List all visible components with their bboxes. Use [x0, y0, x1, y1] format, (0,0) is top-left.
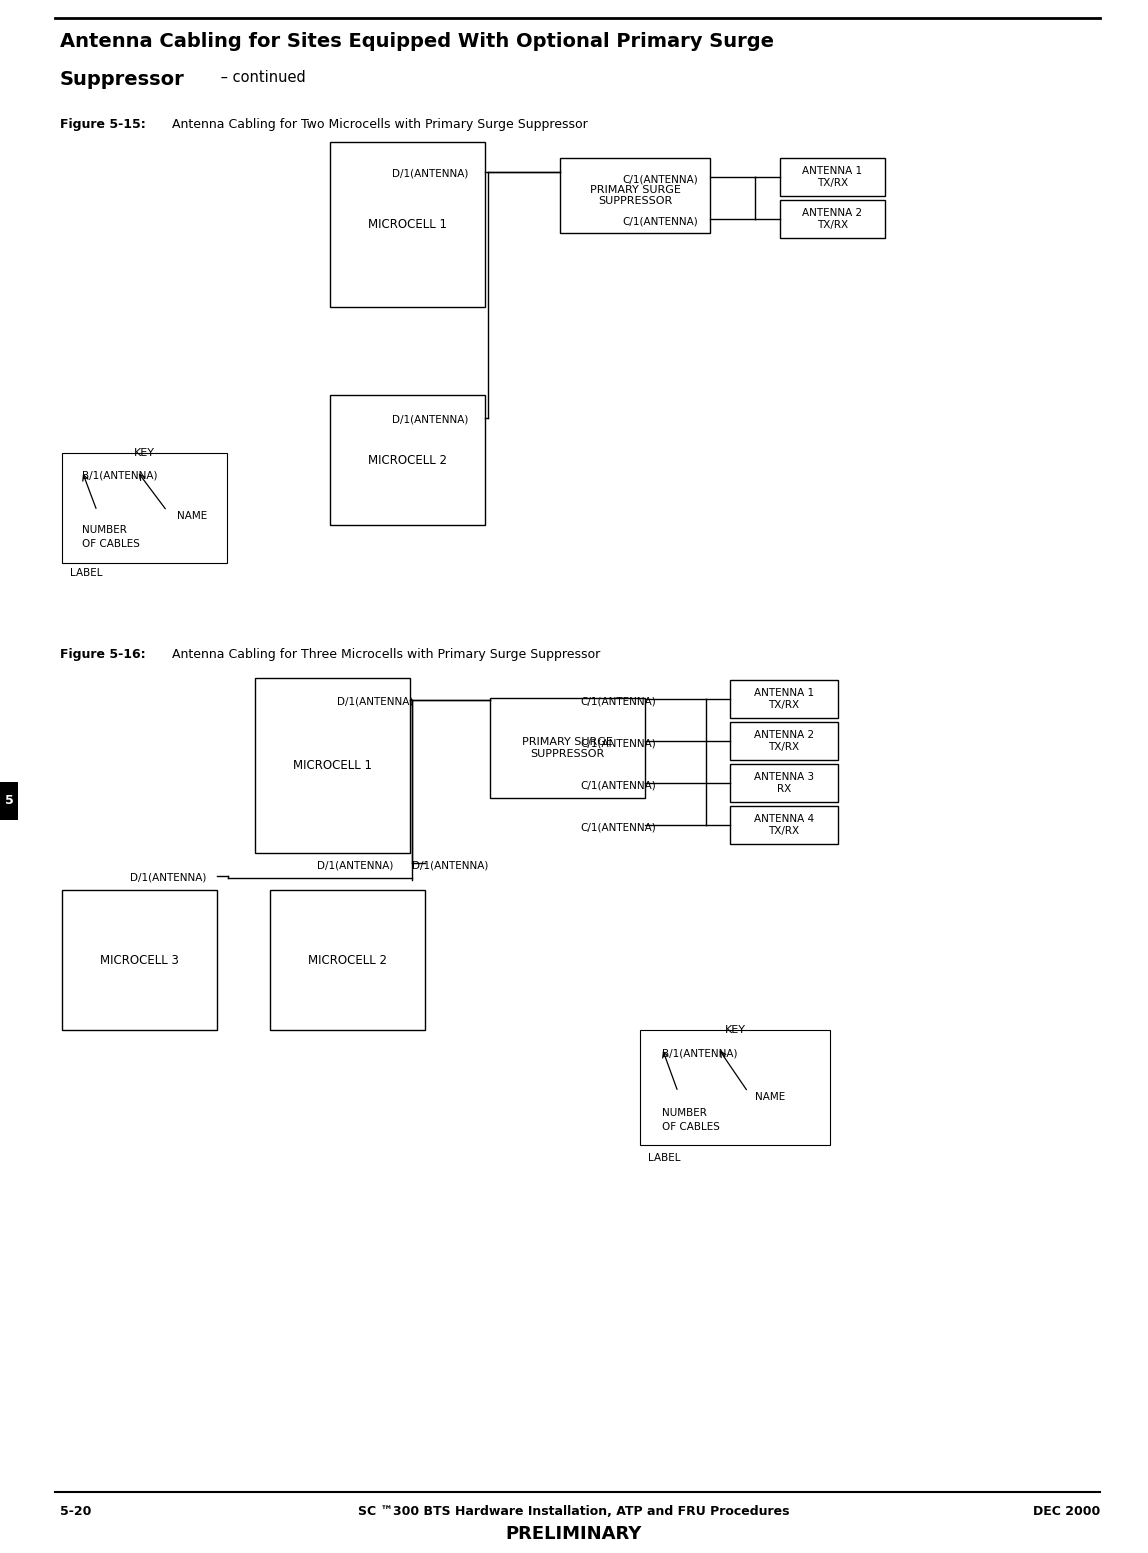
Bar [329, 394, 484, 525]
Text: Antenna Cabling for Sites Equipped With Optional Primary Surge: Antenna Cabling for Sites Equipped With … [60, 33, 774, 51]
Text: C/1(ANTENNA): C/1(ANTENNA) [580, 696, 656, 707]
Text: ANTENNA 3
RX: ANTENNA 3 RX [754, 772, 814, 794]
Text: OF CABLES: OF CABLES [82, 539, 140, 550]
Bar [779, 158, 885, 196]
Text: KEY: KEY [134, 447, 155, 458]
Text: MICROCELL 2: MICROCELL 2 [308, 954, 387, 966]
Text: ANTENNA 2
TX/RX: ANTENNA 2 TX/RX [754, 730, 814, 752]
Text: NUMBER: NUMBER [82, 525, 127, 534]
Text: LABEL: LABEL [70, 568, 102, 578]
Text: C/1(ANTENNA): C/1(ANTENNA) [622, 174, 698, 183]
Bar [255, 679, 410, 853]
Text: SC ™300 BTS Hardware Installation, ATP and FRU Procedures: SC ™300 BTS Hardware Installation, ATP a… [358, 1505, 790, 1517]
Bar [270, 890, 425, 1030]
Text: Antenna Cabling for Three Microcells with Primary Surge Suppressor: Antenna Cabling for Three Microcells wit… [168, 648, 600, 662]
Text: OF CABLES: OF CABLES [662, 1121, 720, 1132]
Text: MICROCELL 1: MICROCELL 1 [369, 217, 447, 231]
Text: Figure 5-15:: Figure 5-15: [60, 118, 146, 130]
Text: MICROCELL 2: MICROCELL 2 [369, 453, 447, 466]
Text: DEC 2000: DEC 2000 [1033, 1505, 1100, 1517]
Text: C/1(ANTENNA): C/1(ANTENNA) [622, 216, 698, 227]
Text: C/1(ANTENNA): C/1(ANTENNA) [580, 822, 656, 832]
Bar [0, 783, 18, 820]
Bar [329, 141, 484, 307]
Text: ANTENNA 1
TX/RX: ANTENNA 1 TX/RX [754, 688, 814, 710]
Text: D/1(ANTENNA): D/1(ANTENNA) [317, 860, 393, 870]
Text: 5: 5 [5, 795, 14, 808]
Text: NAME: NAME [755, 1092, 785, 1103]
Text: KEY: KEY [724, 1025, 745, 1034]
Text: C/1(ANTENNA): C/1(ANTENNA) [580, 780, 656, 790]
Bar [62, 453, 227, 564]
Text: Suppressor: Suppressor [60, 70, 185, 89]
Text: D/1(ANTENNA): D/1(ANTENNA) [130, 873, 207, 884]
Text: ANTENNA 4
TX/RX: ANTENNA 4 TX/RX [754, 814, 814, 836]
Bar [730, 680, 838, 717]
Bar [62, 890, 217, 1030]
Text: D/1(ANTENNA): D/1(ANTENNA) [391, 415, 468, 426]
Text: NAME: NAME [177, 511, 208, 520]
Text: B/1(ANTENNA): B/1(ANTENNA) [662, 1048, 737, 1058]
Bar [490, 697, 645, 798]
Text: D/1(ANTENNA): D/1(ANTENNA) [336, 697, 413, 707]
Bar [730, 722, 838, 759]
Text: ANTENNA 1
TX/RX: ANTENNA 1 TX/RX [802, 166, 862, 188]
Bar [560, 158, 709, 233]
Text: MICROCELL 1: MICROCELL 1 [293, 759, 372, 772]
Text: C/1(ANTENNA): C/1(ANTENNA) [580, 738, 656, 749]
Bar [730, 806, 838, 843]
Text: Figure 5-16:: Figure 5-16: [60, 648, 146, 662]
Text: Antenna Cabling for Two Microcells with Primary Surge Suppressor: Antenna Cabling for Two Microcells with … [168, 118, 588, 130]
Text: ANTENNA 2
TX/RX: ANTENNA 2 TX/RX [802, 208, 862, 230]
Text: D/1(ANTENNA): D/1(ANTENNA) [412, 860, 488, 870]
Bar [779, 200, 885, 238]
Text: LABEL: LABEL [647, 1152, 681, 1163]
Text: MICROCELL 3: MICROCELL 3 [100, 954, 179, 966]
Bar [639, 1030, 830, 1145]
Text: – continued: – continued [216, 70, 305, 85]
Bar [730, 764, 838, 801]
Text: D/1(ANTENNA): D/1(ANTENNA) [391, 169, 468, 179]
Text: PRIMARY SURGE
SUPPRESSOR: PRIMARY SURGE SUPPRESSOR [590, 185, 681, 207]
Text: 5-20: 5-20 [60, 1505, 92, 1517]
Text: NUMBER: NUMBER [662, 1107, 707, 1118]
Text: PRIMARY SURGE
SUPPRESSOR: PRIMARY SURGE SUPPRESSOR [522, 738, 613, 759]
Text: B/1(ANTENNA): B/1(ANTENNA) [82, 471, 157, 481]
Text: PRELIMINARY: PRELIMINARY [506, 1525, 642, 1544]
